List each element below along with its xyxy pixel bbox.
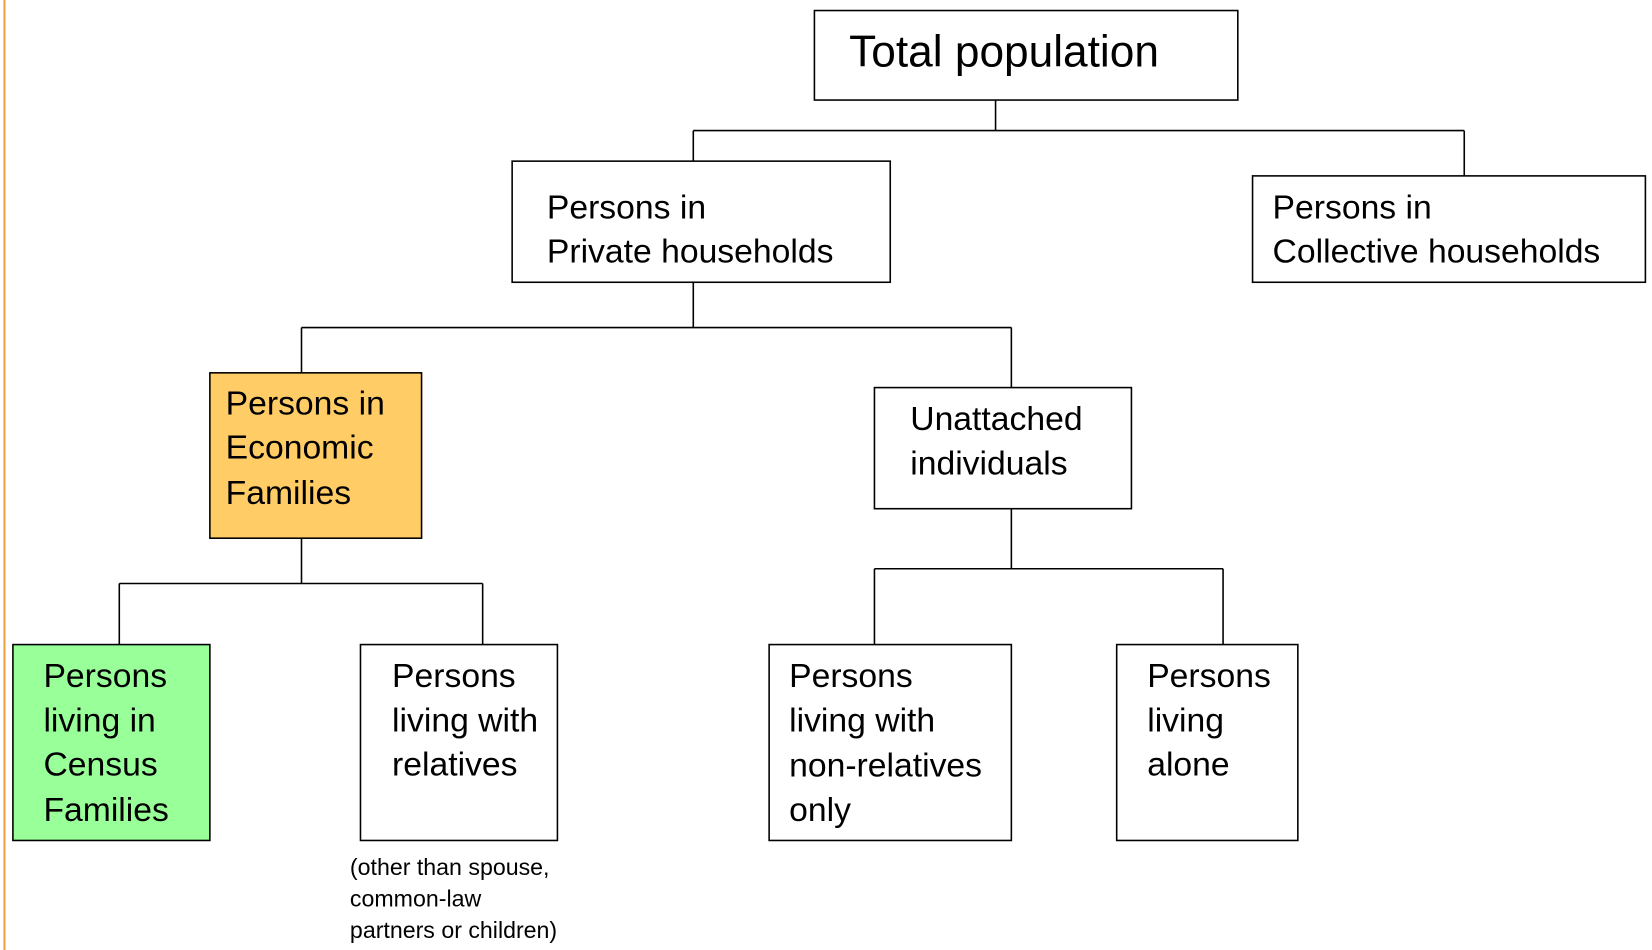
node: Persons in Economic Families: [209, 372, 423, 539]
node-label: individuals: [910, 444, 1067, 482]
node-label: Persons: [392, 657, 516, 695]
node-box: [768, 643, 1013, 842]
node-box: [209, 372, 423, 539]
connectors: [118, 100, 1466, 645]
node-label: Persons in: [547, 188, 706, 226]
node-label: non-relatives: [789, 747, 982, 785]
note-line: (other than spouse,: [350, 854, 550, 880]
node-label: living in: [43, 701, 155, 739]
connector: [300, 282, 1013, 388]
node: Persons living in Census Families: [12, 643, 211, 842]
node-label: Total population: [849, 27, 1159, 76]
node-label: Unattached: [910, 400, 1082, 438]
node: Persons living alone: [1115, 643, 1299, 842]
node-label: living: [1147, 701, 1224, 739]
node-box: [359, 643, 559, 842]
node-label: relatives: [392, 746, 517, 784]
node-label: Persons: [789, 657, 913, 695]
node-label: Collective households: [1273, 233, 1601, 271]
node-label: Persons in: [226, 384, 385, 422]
node: Unattached individuals: [873, 386, 1133, 510]
connector: [118, 538, 484, 645]
node-label: Persons: [43, 657, 167, 695]
node: Total population: [813, 9, 1239, 101]
node-label: Persons in: [1273, 188, 1432, 226]
note-line: common-law: [350, 886, 482, 912]
node-label: only: [789, 791, 851, 829]
node-label: living with: [789, 701, 935, 739]
node-box: [1251, 175, 1647, 284]
note-line: partners or children): [350, 917, 557, 943]
connector: [692, 100, 1466, 176]
node-label: alone: [1147, 746, 1229, 784]
node-box: [873, 386, 1133, 510]
node-box: [813, 9, 1239, 101]
node: Persons in Private households: [511, 160, 892, 284]
node-label: Economic: [226, 429, 374, 467]
node-label: Census: [43, 746, 157, 784]
node-label: Families: [226, 474, 351, 512]
node-label: Persons: [1147, 657, 1271, 695]
node-box: [1115, 643, 1299, 842]
node: Persons living with non-relatives only: [768, 643, 1013, 842]
note: (other than spouse, common-law partners or…: [350, 854, 557, 943]
node-label: living with: [392, 701, 538, 739]
nodes: Total population Persons in Private househ…: [12, 9, 1647, 842]
node: Persons living with relatives: [359, 643, 559, 842]
node-box: [12, 643, 211, 842]
connector: [873, 508, 1224, 645]
node: Persons in Collective households: [1251, 175, 1647, 284]
node-box: [511, 160, 892, 284]
node-label: Families: [43, 791, 168, 829]
node-label: Private households: [547, 233, 834, 271]
